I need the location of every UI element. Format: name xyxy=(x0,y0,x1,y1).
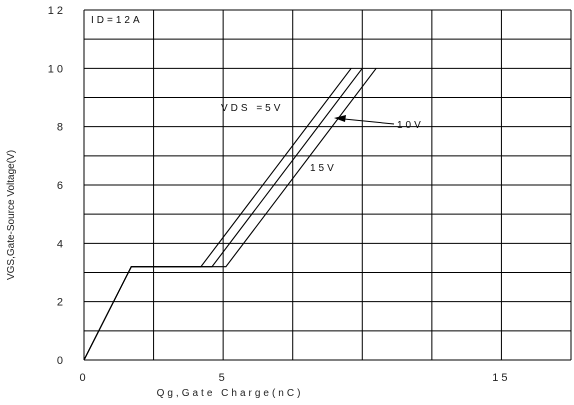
y-axis-label: VGS,Gate-Source Voltage(V) xyxy=(6,150,17,280)
condition-label: ID=12A xyxy=(91,15,143,26)
y-tick-label: 0 xyxy=(57,355,66,367)
y-tick-label: 8 xyxy=(57,122,66,134)
vds-10v-label: 10V xyxy=(397,120,424,131)
vds-15v-label: 15V xyxy=(310,163,337,174)
x-axis-label: Qg,Gate Charge(nC) xyxy=(157,388,304,399)
y-tick-label: 2 xyxy=(57,297,66,309)
vds-5v-label: VDS =5V xyxy=(221,103,283,114)
series-line-3 xyxy=(83,67,377,361)
x-tick-label: 15 xyxy=(492,372,510,384)
x-tick-label: 0 xyxy=(79,372,88,384)
vds-10v-leader-line xyxy=(343,118,395,125)
y-tick-label: 10 xyxy=(48,63,66,75)
x-tick-label: 5 xyxy=(219,372,228,384)
y-tick-label: 4 xyxy=(57,238,66,250)
vds-10v-arrowhead xyxy=(334,115,346,122)
series-layer xyxy=(83,67,377,361)
tick-labels: 0 5 15 0 2 4 6 8 10 12 xyxy=(48,5,510,384)
y-tick-label: 6 xyxy=(57,180,66,192)
grid xyxy=(83,9,572,361)
y-tick-label: 12 xyxy=(48,5,66,17)
